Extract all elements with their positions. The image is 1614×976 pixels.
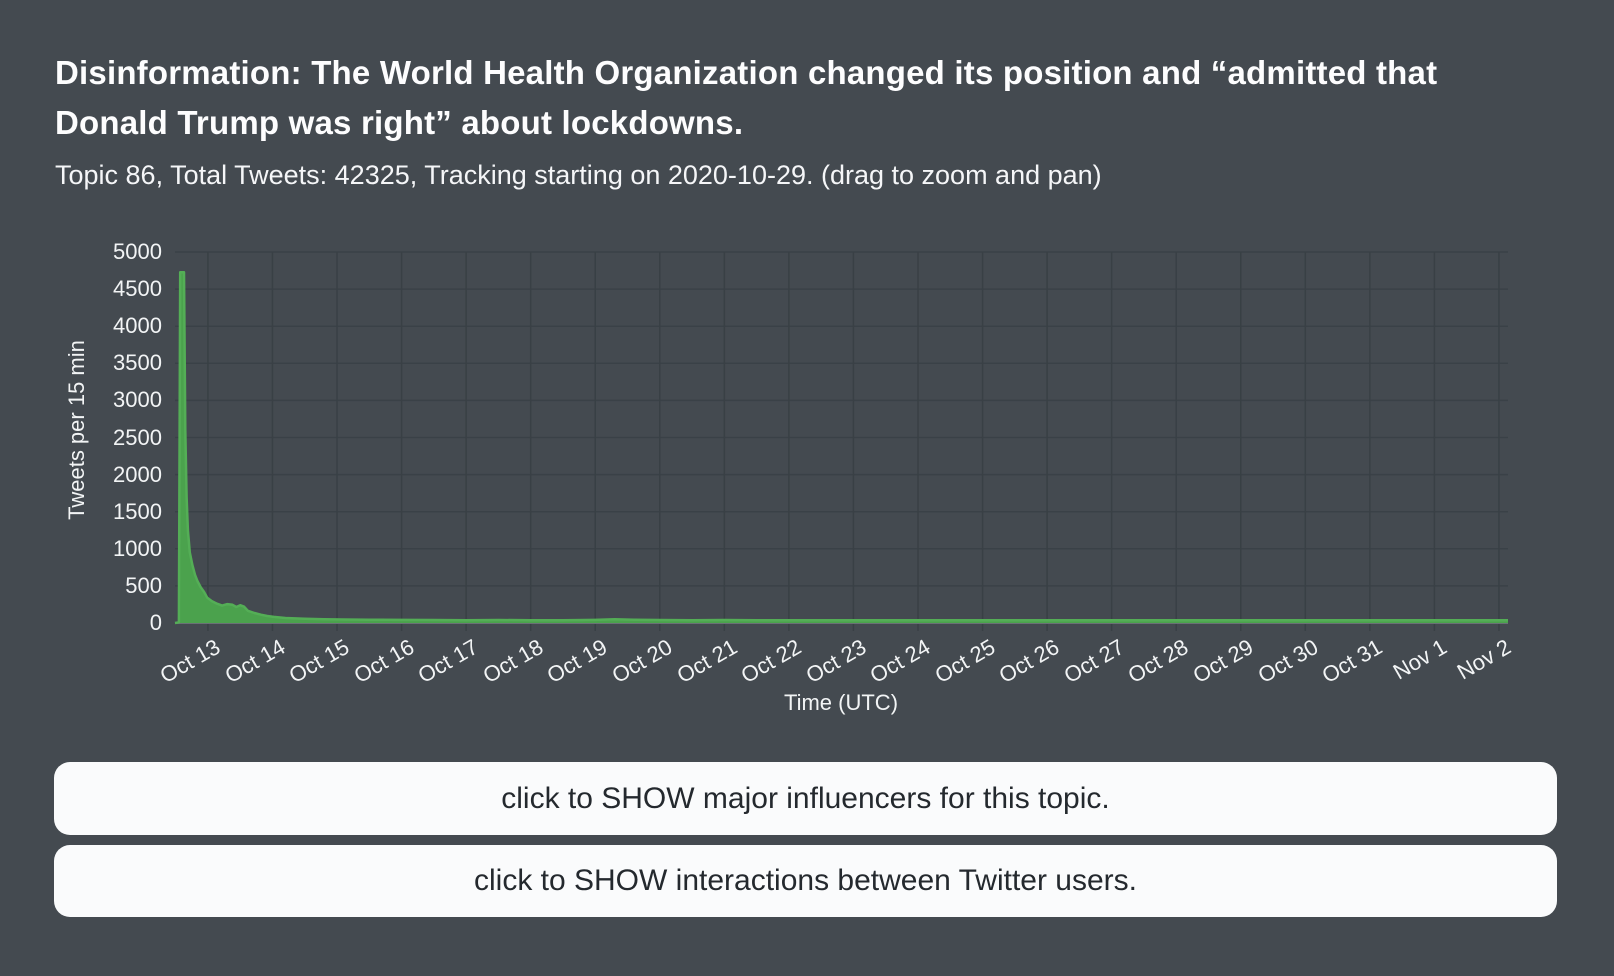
page-subtitle: Topic 86, Total Tweets: 42325, Tracking … <box>55 160 1102 190</box>
x-tick-label: Oct 15 <box>284 634 354 689</box>
y-tick-label: 4500 <box>113 276 162 302</box>
x-tick-label: Oct 31 <box>1317 634 1387 689</box>
y-tick-label: 2000 <box>113 461 162 487</box>
x-tick-label: Oct 26 <box>994 634 1064 689</box>
y-tick-label: 2500 <box>113 424 162 450</box>
x-tick-label: Nov 1 <box>1388 634 1451 685</box>
x-tick-label: Oct 28 <box>1124 634 1193 689</box>
x-tick-label: Oct 18 <box>478 634 548 689</box>
show-influencers-button[interactable]: click to SHOW major influencers for this… <box>54 762 1557 835</box>
y-tick-label: 1000 <box>113 535 162 561</box>
x-tick-label: Oct 16 <box>349 634 419 689</box>
x-tick-label: Oct 30 <box>1253 634 1322 689</box>
x-tick-label: Oct 27 <box>1059 634 1129 689</box>
y-tick-label: 500 <box>125 572 162 598</box>
x-tick-label: Oct 24 <box>865 634 935 689</box>
x-tick-label: Oct 14 <box>220 634 289 689</box>
page-title: Disinformation: The World Health Organiz… <box>55 54 1438 142</box>
x-axis-title: Time (UTC) <box>783 690 899 715</box>
x-tick-label: Oct 25 <box>930 634 1000 689</box>
tweet-volume-chart: Tweets per 15 min 0 500 1000 1500 2000 2500 30… <box>64 239 1516 715</box>
tweet-volume-area <box>175 272 1508 623</box>
y-tick-label: 4000 <box>113 313 162 339</box>
x-tick-label: Oct 22 <box>736 634 806 689</box>
x-tick-label: Oct 23 <box>801 634 870 689</box>
plot-area[interactable] <box>174 251 1508 631</box>
show-interactions-button[interactable]: click to SHOW interactions between Twitt… <box>54 845 1557 917</box>
x-tick-label: Oct 29 <box>1188 634 1258 689</box>
y-tick-label: 5000 <box>113 239 162 264</box>
x-tick-label: Oct 19 <box>543 634 612 689</box>
y-tick-label: 0 <box>149 610 162 635</box>
x-tick-label: Nov 2 <box>1453 634 1516 685</box>
y-tick-label: 3500 <box>113 350 162 376</box>
x-tick-label: Oct 13 <box>155 634 225 689</box>
x-tick-label: Oct 17 <box>414 634 483 689</box>
y-tick-label: 1500 <box>113 498 162 524</box>
x-tick-label: Oct 20 <box>607 634 677 689</box>
tweet-volume-line <box>174 271 1508 625</box>
x-tick-label: Oct 21 <box>672 634 741 689</box>
y-tick-label: 3000 <box>113 387 162 413</box>
